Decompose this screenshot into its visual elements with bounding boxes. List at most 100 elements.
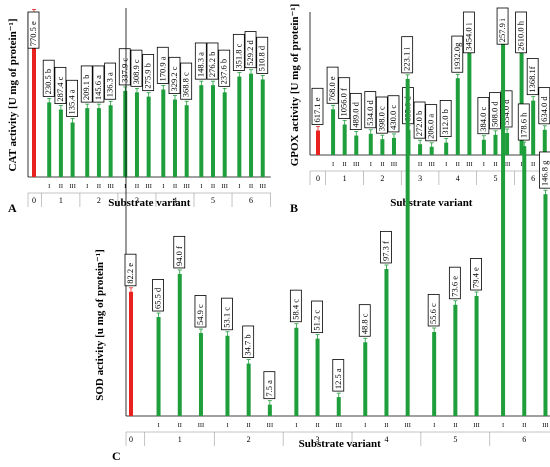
data-label-box [380, 230, 392, 264]
data-label: 206.0 a [425, 104, 438, 142]
bar [543, 194, 548, 416]
bar [391, 137, 396, 155]
bar [368, 133, 373, 155]
bar [156, 317, 161, 416]
y-axis-title: SOD activity [u mg of protein⁻¹] [94, 249, 106, 401]
bar [315, 338, 320, 416]
data-label-text: 489.0 d [350, 101, 360, 127]
bar [380, 139, 385, 155]
x-tick-label: III [504, 161, 511, 168]
group-label: 1 [59, 196, 63, 205]
x-tick-label: III [428, 161, 435, 168]
data-label-box [489, 92, 501, 130]
data-label: 145.6 a [92, 65, 105, 103]
data-label-box [173, 235, 186, 269]
bar [267, 404, 272, 416]
panel-letter: B [290, 201, 298, 215]
data-label-text: 94.0 f [174, 246, 184, 266]
bar [198, 333, 203, 416]
data-label: 508.0 d [489, 92, 501, 130]
x-axis-title: Substrate variant [108, 197, 191, 209]
x-tick-label: III [183, 183, 190, 190]
group-label: 6 [531, 174, 535, 183]
data-label-box [54, 66, 67, 104]
group-label: 1 [178, 435, 182, 444]
x-tick-label: I [86, 183, 88, 190]
x-tick-label: I [483, 161, 485, 168]
group-label: 0 [32, 196, 36, 205]
x-tick-label: II [211, 183, 215, 190]
x-tick-label: I [433, 422, 435, 429]
group-label: 6 [249, 196, 253, 205]
x-tick-label: III [107, 183, 114, 190]
data-label-box [477, 97, 490, 135]
x-tick-label: III [267, 422, 274, 429]
bar [161, 89, 166, 177]
data-label-box [451, 35, 464, 73]
bar [342, 124, 347, 155]
data-label: 237.6 b [218, 49, 231, 87]
data-label-text: 51.2 c [312, 310, 322, 331]
x-tick-label: II [453, 422, 457, 429]
x-tick-label: III [466, 161, 473, 168]
data-label: 634.0 d [538, 87, 550, 125]
data-label-text: 768.0 e [327, 76, 337, 101]
data-label-text: 82.2 e [125, 263, 135, 284]
x-tick-label: II [315, 422, 319, 429]
data-label: 368.8 c [180, 62, 193, 100]
group-label: 5 [453, 435, 457, 444]
data-label: 58.4 c [289, 289, 302, 323]
group-label: 3 [418, 174, 422, 183]
data-label: 272.0 b [413, 101, 426, 139]
x-axis-title: Substrate variant [299, 438, 382, 450]
bar [363, 342, 368, 416]
bar [474, 296, 479, 416]
data-label-text: 178.6 h [518, 112, 528, 138]
bar [260, 79, 265, 177]
data-label: 1932.0g [451, 35, 464, 73]
x-tick-label: I [238, 183, 240, 190]
data-label-box [401, 36, 414, 74]
bar [455, 78, 460, 155]
data-label-box [256, 36, 269, 74]
data-label: 534.0 d [364, 91, 377, 129]
bar [444, 142, 449, 155]
data-label: 54.9 c [194, 295, 207, 328]
data-label-box [311, 87, 324, 125]
data-label: 136.3 a [104, 62, 117, 100]
data-label: 1056.0 f [338, 77, 351, 119]
data-label-box [326, 66, 339, 104]
data-label-box [311, 300, 323, 334]
x-tick-label: I [48, 183, 50, 190]
data-label-text: 97.3 f [380, 241, 390, 261]
data-label-text: 146.8 g [539, 160, 549, 186]
data-label-text: 770.5 e [28, 21, 38, 46]
data-label-text: 634.0 d [539, 96, 549, 122]
bar [225, 335, 230, 416]
data-label-box [462, 11, 475, 54]
bar [222, 92, 227, 177]
data-label: 65.5 d [152, 279, 164, 312]
data-label-text: 257.9 i [497, 18, 507, 42]
data-label-text: 12.5 a [333, 368, 343, 389]
data-label-text: 510.8 d [257, 45, 267, 71]
data-label-box [515, 11, 527, 54]
bar [108, 105, 113, 177]
x-tick-label: III [542, 422, 549, 429]
data-label-box [156, 46, 169, 84]
data-label: 430.0 c [387, 95, 400, 133]
group-label: 0 [129, 435, 133, 444]
data-label-box [364, 91, 377, 129]
data-label-text: 135.4 a [67, 89, 77, 114]
group-label: 3 [316, 435, 320, 444]
bar [467, 17, 472, 156]
data-label: 170.9 a [156, 46, 169, 84]
data-label-text: 287.4 c [55, 76, 65, 101]
x-tick-label: I [332, 161, 334, 168]
data-label-box [142, 54, 155, 92]
x-tick-label: I [445, 161, 447, 168]
data-label-text: 384.0 c [478, 106, 488, 131]
bar [85, 108, 90, 177]
data-label-box [104, 62, 117, 100]
